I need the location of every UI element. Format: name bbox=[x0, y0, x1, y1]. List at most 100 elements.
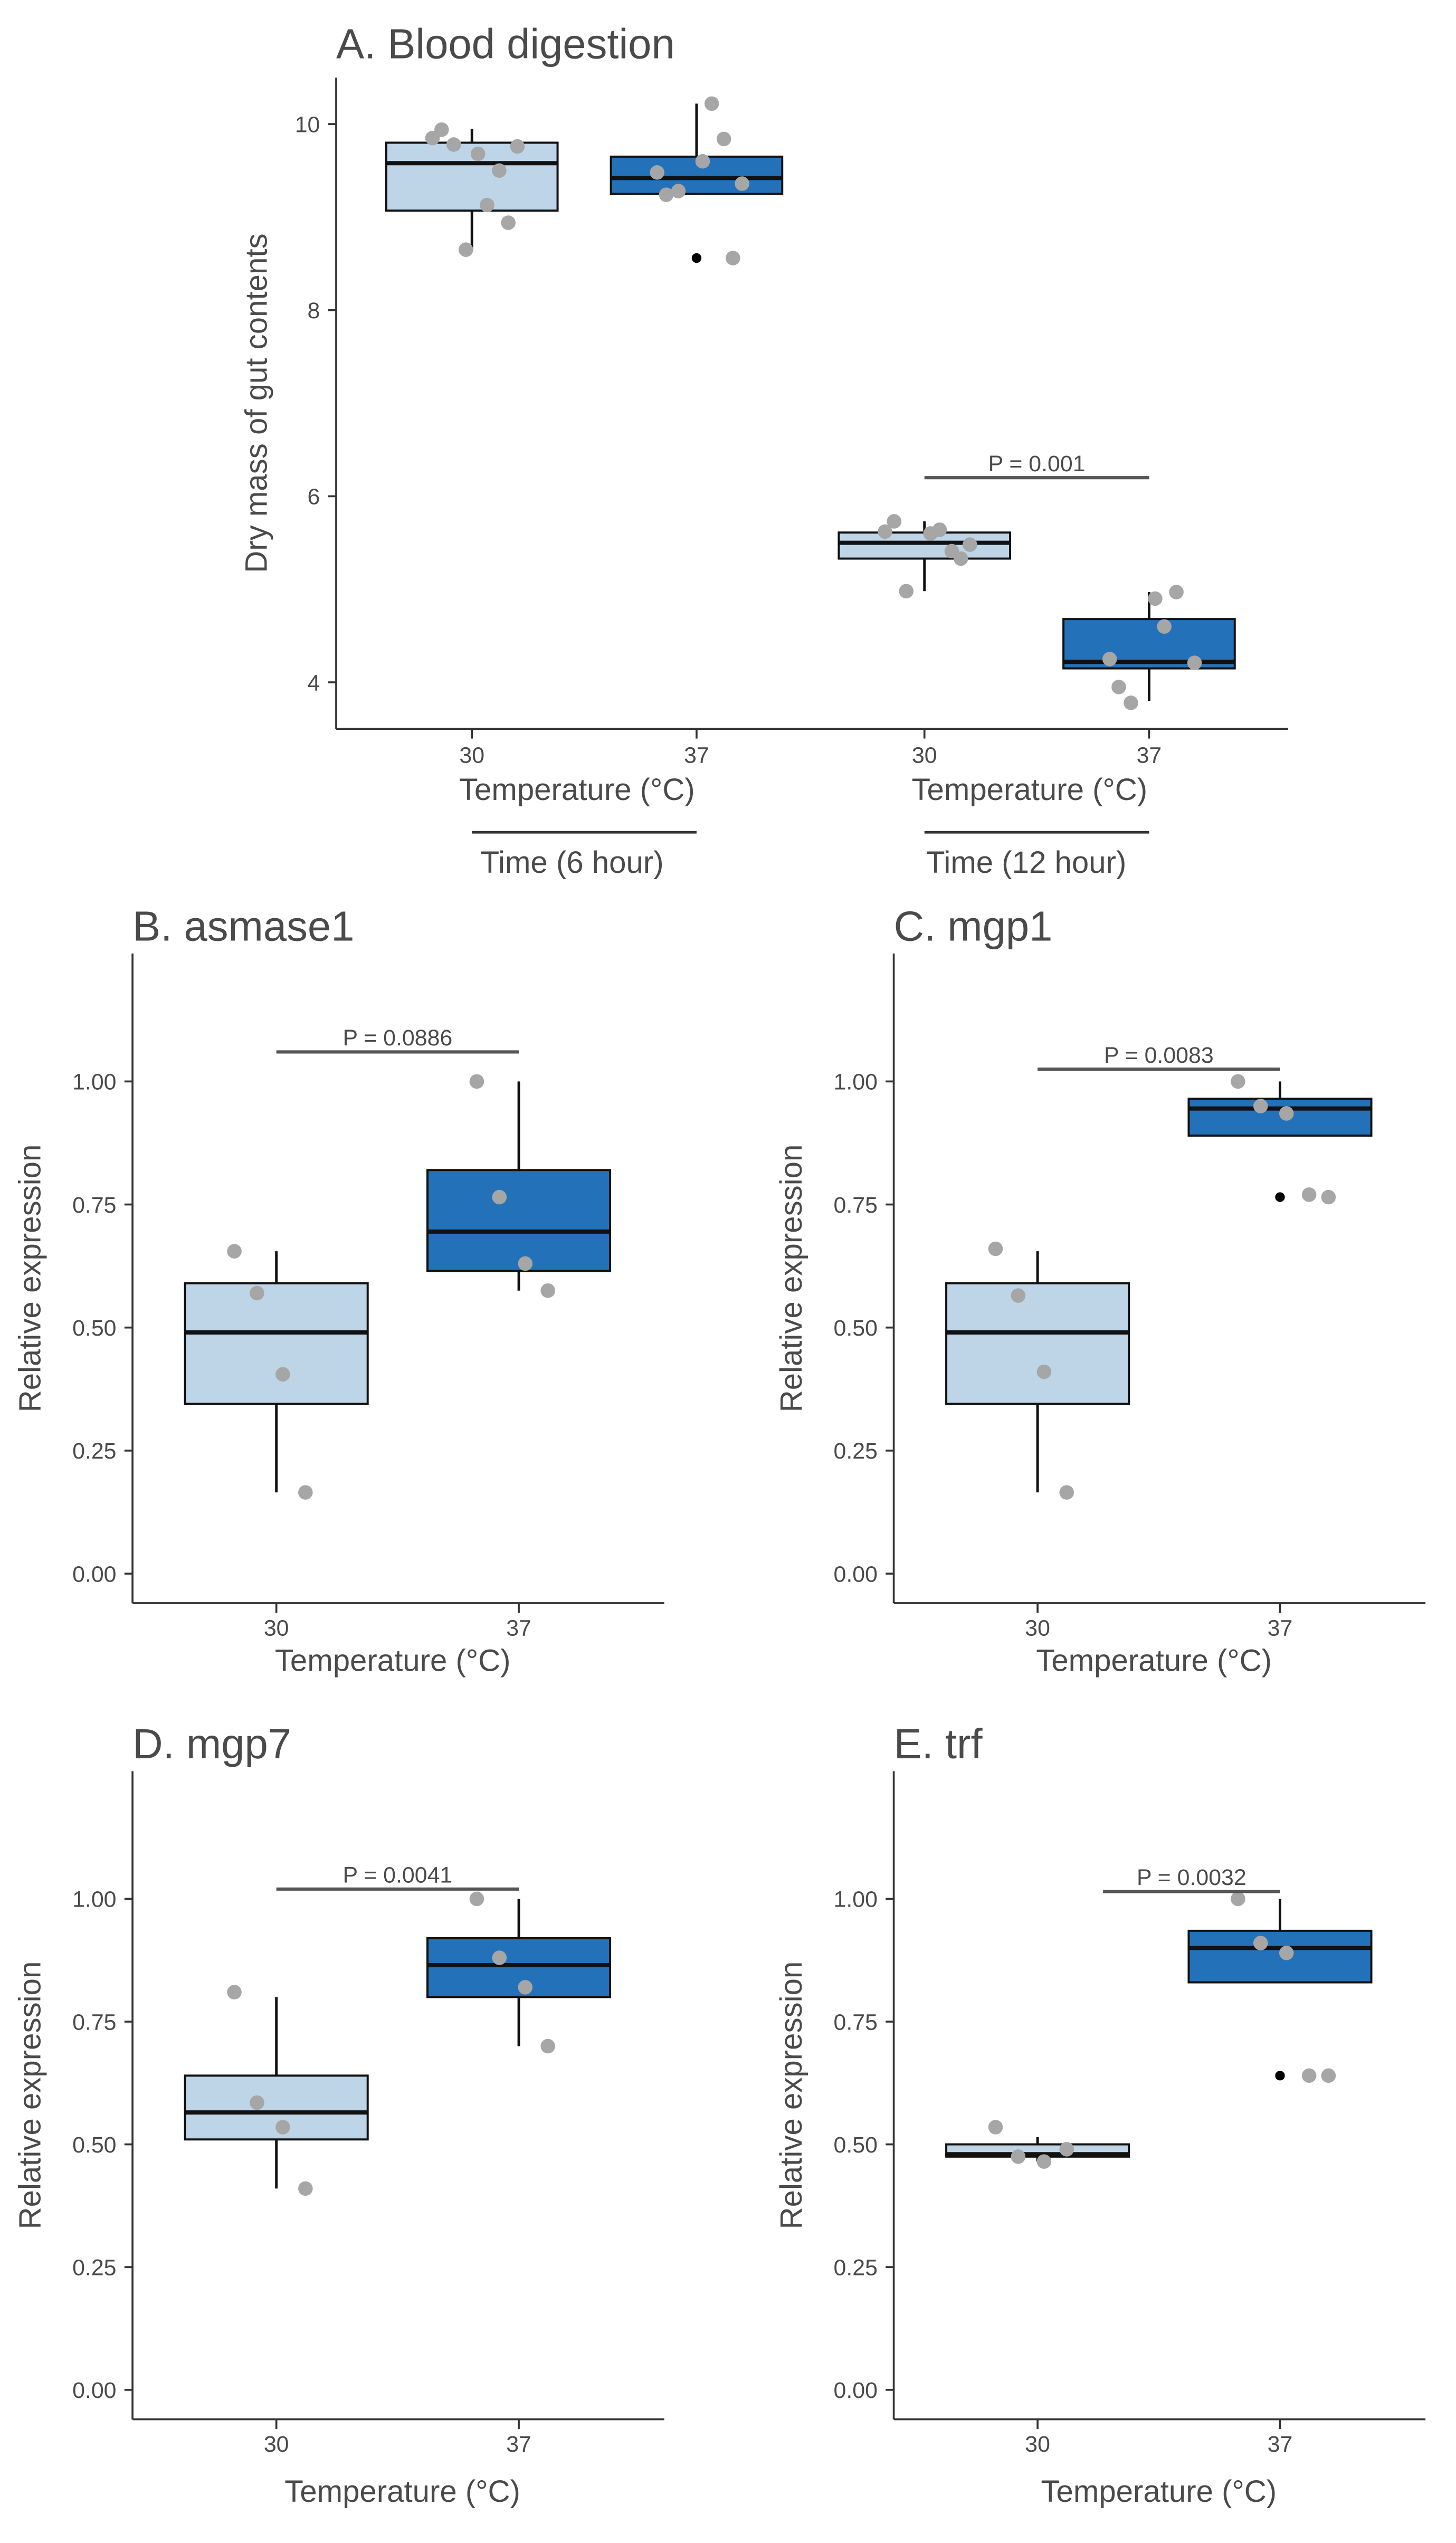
box-2 bbox=[838, 514, 1012, 599]
outlier-point bbox=[1275, 1192, 1285, 1202]
y-tick-label: 1.00 bbox=[72, 1070, 116, 1095]
box-0 bbox=[184, 1244, 369, 1500]
panel-title: E. trf bbox=[894, 1720, 983, 1767]
y-tick-label: 0.50 bbox=[72, 1316, 116, 1341]
y-tick-label: 0.75 bbox=[834, 2009, 878, 2035]
data-point bbox=[250, 1285, 264, 1301]
x-axis-label: Temperature (°C) bbox=[1041, 2474, 1277, 2509]
data-point bbox=[446, 137, 461, 152]
y-tick-label: 6 bbox=[308, 484, 320, 510]
p-value-label: P = 0.0041 bbox=[343, 1863, 453, 1888]
y-tick-label: 0.25 bbox=[834, 2255, 878, 2280]
data-point bbox=[510, 139, 525, 154]
box-0 bbox=[184, 1985, 369, 2196]
x-axis-label: Temperature (°C) bbox=[1036, 1644, 1272, 1678]
data-point bbox=[953, 551, 968, 566]
data-point bbox=[887, 514, 902, 529]
data-point bbox=[540, 2039, 555, 2054]
data-point bbox=[932, 522, 947, 537]
data-point bbox=[1187, 655, 1202, 670]
x-tick-label: 30 bbox=[912, 743, 937, 768]
data-point bbox=[988, 2120, 1003, 2135]
x-axis-label: Temperature (°C) bbox=[911, 773, 1147, 807]
outlier-point bbox=[691, 253, 702, 263]
group-label: Time (6 hour) bbox=[481, 845, 664, 880]
x-axis-label: Temperature (°C) bbox=[459, 773, 695, 807]
box-rect bbox=[426, 1169, 612, 1272]
box-3 bbox=[1062, 585, 1236, 710]
data-point bbox=[492, 1950, 507, 1965]
data-point bbox=[469, 1074, 484, 1089]
panel-title: C. mgp1 bbox=[894, 902, 1053, 949]
data-point bbox=[1059, 1485, 1074, 1500]
panel-title: D. mgp7 bbox=[132, 1720, 291, 1767]
data-point bbox=[1036, 1364, 1052, 1379]
data-point bbox=[492, 163, 507, 178]
panel-c: C. mgp1 0.00 0.25 0.50 0.75 1.00 Relative expr… bbox=[774, 902, 1426, 1678]
data-point bbox=[1011, 2149, 1026, 2164]
data-point bbox=[492, 1189, 507, 1205]
data-point bbox=[1321, 1189, 1336, 1205]
p-value-label: P = 0.0032 bbox=[1137, 1865, 1246, 1890]
x-tick-label: 30 bbox=[1025, 2432, 1050, 2457]
data-point bbox=[1102, 652, 1117, 666]
box-0 bbox=[385, 122, 559, 257]
group-label: Time (12 hour) bbox=[926, 845, 1126, 880]
data-point bbox=[899, 584, 914, 599]
data-point bbox=[1321, 2068, 1336, 2083]
y-tick-label: 0.50 bbox=[72, 2132, 116, 2158]
box-rect bbox=[945, 1282, 1130, 1405]
data-point bbox=[275, 1367, 290, 1382]
p-value-label: P = 0.0083 bbox=[1104, 1043, 1214, 1068]
panel-title: A. Blood digestion bbox=[336, 20, 675, 67]
data-point bbox=[458, 242, 473, 257]
y-tick-label: 8 bbox=[308, 298, 320, 323]
p-value-label: P = 0.001 bbox=[988, 451, 1086, 477]
data-point bbox=[480, 197, 494, 213]
data-point bbox=[227, 1244, 242, 1259]
y-tick-label: 1.00 bbox=[834, 1070, 878, 1095]
box-1 bbox=[610, 96, 784, 265]
box-0 bbox=[945, 2120, 1130, 2169]
data-point bbox=[1253, 1099, 1268, 1113]
panel-e: E. trf 0.00 0.25 0.50 0.75 1.00 Relative expre… bbox=[774, 1720, 1426, 2509]
panel-b: B. asmase1 0.00 0.25 0.50 0.75 1.00 Relative e… bbox=[13, 902, 664, 1678]
box-rect bbox=[1187, 1098, 1373, 1137]
box-1 bbox=[1187, 1891, 1373, 2083]
data-point bbox=[1011, 1288, 1026, 1303]
y-tick-label: 0.00 bbox=[834, 2378, 878, 2403]
data-point bbox=[1301, 1187, 1317, 1202]
data-point bbox=[659, 187, 674, 202]
y-tick-label: 1.00 bbox=[834, 1887, 878, 1912]
y-tick-label: 0.75 bbox=[72, 1193, 116, 1218]
data-point bbox=[250, 2095, 264, 2110]
y-tick-label: 0.00 bbox=[72, 2378, 116, 2403]
y-tick-label: 0.00 bbox=[72, 1561, 116, 1587]
data-point bbox=[716, 131, 731, 147]
x-axis-label: Temperature (°C) bbox=[284, 2474, 520, 2509]
x-axis-label: Temperature (°C) bbox=[275, 1644, 511, 1678]
data-point bbox=[227, 1985, 242, 1999]
y-tick-label: 1.00 bbox=[72, 1887, 116, 1912]
box-1 bbox=[1187, 1074, 1373, 1205]
x-tick-label: 37 bbox=[506, 1615, 531, 1641]
data-point bbox=[434, 122, 449, 137]
y-axis-label: Relative expression bbox=[774, 1961, 808, 2230]
data-point bbox=[518, 1980, 533, 1995]
x-tick-label: 37 bbox=[684, 743, 709, 768]
x-tick-label: 30 bbox=[1025, 1615, 1050, 1641]
data-point bbox=[470, 146, 486, 161]
data-point bbox=[671, 184, 686, 198]
y-tick-label: 0.00 bbox=[834, 1561, 878, 1587]
y-tick-label: 0.50 bbox=[834, 2132, 878, 2158]
box-rect bbox=[184, 1282, 369, 1405]
data-point bbox=[735, 176, 749, 191]
x-tick-label: 37 bbox=[506, 2432, 531, 2457]
y-tick-label: 0.25 bbox=[72, 1439, 116, 1464]
y-axis-label: Relative expression bbox=[13, 1145, 47, 1413]
outlier-point bbox=[1275, 2071, 1285, 2081]
box-rect bbox=[1187, 1929, 1373, 1984]
data-point bbox=[650, 165, 665, 180]
data-point bbox=[726, 251, 740, 265]
